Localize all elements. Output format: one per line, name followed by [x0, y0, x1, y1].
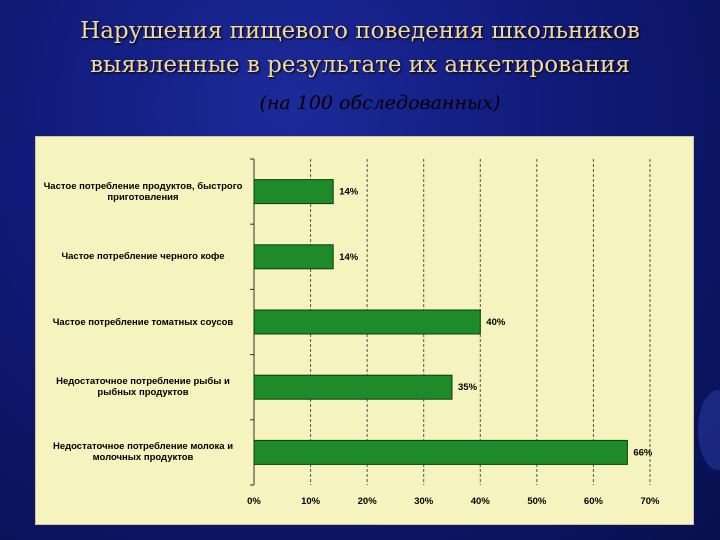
x-tick-label: 0% — [247, 496, 261, 507]
data-label: 66% — [633, 447, 653, 458]
data-label: 40% — [486, 317, 506, 328]
title-line-1: Нарушения пищевого поведения школьников — [80, 18, 640, 44]
x-tick-label: 70% — [640, 496, 660, 507]
category-label: Частое потребление черного кофе — [61, 251, 225, 263]
slide-title: Нарушения пищевого поведения школьников … — [0, 14, 720, 82]
chart-panel: 14% 14% 40% 35% 66% 0% 10% 20% 30% 40% 50% 60% 70% Ч… — [35, 136, 694, 525]
bar — [253, 439, 628, 465]
category-label: Частое потребление томатных соусов — [52, 316, 234, 328]
x-tick-label: 40% — [471, 496, 491, 507]
bar — [253, 244, 334, 270]
x-tick-label: 30% — [414, 496, 434, 507]
bar — [253, 309, 481, 335]
data-label: 14% — [339, 252, 359, 263]
bar — [253, 374, 453, 400]
decorative-shape — [698, 390, 720, 470]
slide-subtitle: (на 100 обследованных) — [259, 92, 501, 114]
category-label: Недостаточное потребление рыбы и рыбных … — [56, 376, 230, 399]
bar — [253, 179, 334, 205]
x-tick-label: 60% — [584, 496, 604, 507]
title-line-2: выявленные в результате их анкетирования — [90, 52, 630, 78]
data-label: 14% — [339, 187, 359, 198]
bar-chart: 14% 14% 40% 35% 66% 0% 10% 20% 30% 40% 50% 60% 70% — [247, 158, 660, 507]
x-tick-label: 20% — [358, 496, 378, 507]
x-tick-label: 10% — [301, 496, 321, 507]
category-label: Недостаточное потребление молока и молоч… — [52, 441, 234, 464]
x-tick-label: 50% — [527, 496, 547, 507]
data-label: 35% — [458, 382, 478, 393]
category-label: Частое потребление продуктов, быстрого п… — [43, 180, 243, 203]
